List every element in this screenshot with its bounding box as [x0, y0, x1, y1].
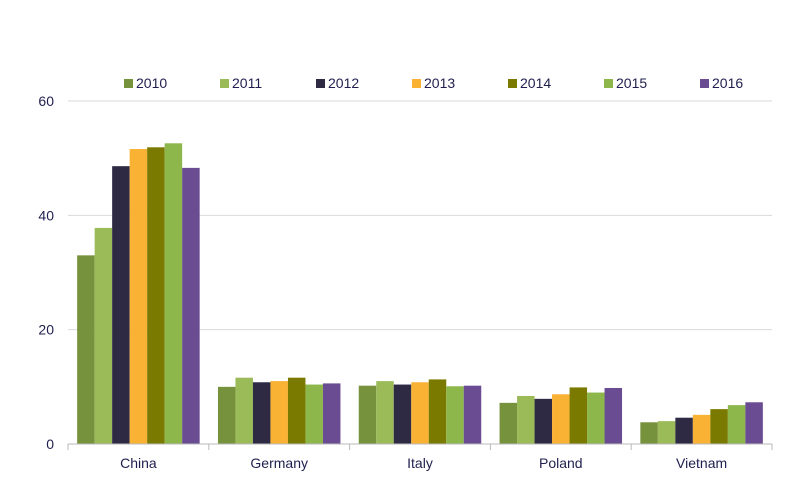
legend-label: 2014: [520, 75, 551, 91]
bar-poland-2010: [499, 402, 518, 444]
legend-swatch: [508, 79, 517, 88]
bar-germany-2016: [322, 383, 341, 444]
legend-label: 2016: [712, 75, 743, 91]
y-tick-label: 20: [38, 322, 54, 338]
y-tick-label: 40: [38, 207, 54, 223]
legend-label: 2013: [424, 75, 455, 91]
bar-vietnam-2016: [745, 402, 763, 444]
x-category-label: Vietnam: [676, 455, 727, 471]
bar-china-2016: [182, 167, 200, 444]
bar-germany-2012: [252, 382, 271, 444]
y-axis-ticks: 0 20 40 60: [38, 93, 54, 452]
y-tick-label: 60: [38, 93, 54, 109]
bar-italy-2011: [376, 381, 394, 444]
bar-china-2011: [94, 227, 113, 444]
bar-italy-2015: [446, 386, 464, 444]
bar-vietnam-2012: [675, 417, 693, 444]
bar-china-2013: [129, 149, 148, 444]
bar-vietnam-2010: [640, 422, 658, 444]
bar-poland-2011: [517, 395, 535, 444]
x-category-label: Poland: [539, 455, 583, 471]
bars: [77, 143, 763, 445]
bar-poland-2012: [534, 398, 553, 444]
bar-germany-2010: [217, 386, 236, 444]
bar-china-2012: [112, 166, 130, 445]
legend-swatch: [412, 79, 421, 88]
legend-swatch: [124, 79, 133, 88]
bar-italy-2014: [428, 379, 447, 444]
x-axis-ticks: [67, 444, 773, 450]
x-axis-labels: China Germany Italy Poland Vietnam: [120, 455, 727, 471]
bar-germany-2013: [270, 381, 288, 444]
legend: 2010 2011 2012 2013 2014 2015 2016: [124, 75, 743, 91]
legend-swatch: [316, 79, 325, 88]
bar-poland-2015: [587, 392, 605, 444]
bar-vietnam-2015: [727, 405, 746, 444]
legend-label: 2010: [136, 75, 167, 91]
bar-italy-2010: [358, 385, 377, 444]
x-category-label: Italy: [407, 455, 433, 471]
legend-label: 2011: [232, 75, 262, 91]
bar-italy-2012: [393, 384, 412, 444]
bar-vietnam-2014: [710, 409, 728, 444]
legend-swatch: [604, 79, 613, 88]
bar-poland-2014: [569, 387, 588, 444]
bar-vietnam-2011: [657, 421, 676, 444]
bar-vietnam-2013: [692, 414, 711, 444]
legend-label: 2012: [328, 75, 359, 91]
bar-germany-2011: [235, 377, 253, 444]
y-tick-label: 0: [46, 436, 54, 452]
legend-swatch: [220, 79, 229, 88]
bar-germany-2015: [305, 384, 323, 444]
bar-poland-2016: [604, 387, 623, 444]
bar-china-2010: [77, 255, 95, 444]
bar-italy-2013: [411, 382, 429, 444]
x-category-label: Germany: [250, 455, 308, 471]
bar-china-2014: [147, 147, 165, 444]
bar-china-2015: [164, 143, 183, 444]
x-category-label: China: [120, 455, 157, 471]
legend-swatch: [700, 79, 709, 88]
legend-label: 2015: [616, 75, 647, 91]
bar-germany-2014: [287, 377, 306, 444]
bar-poland-2013: [552, 394, 570, 444]
bar-italy-2016: [463, 385, 482, 444]
